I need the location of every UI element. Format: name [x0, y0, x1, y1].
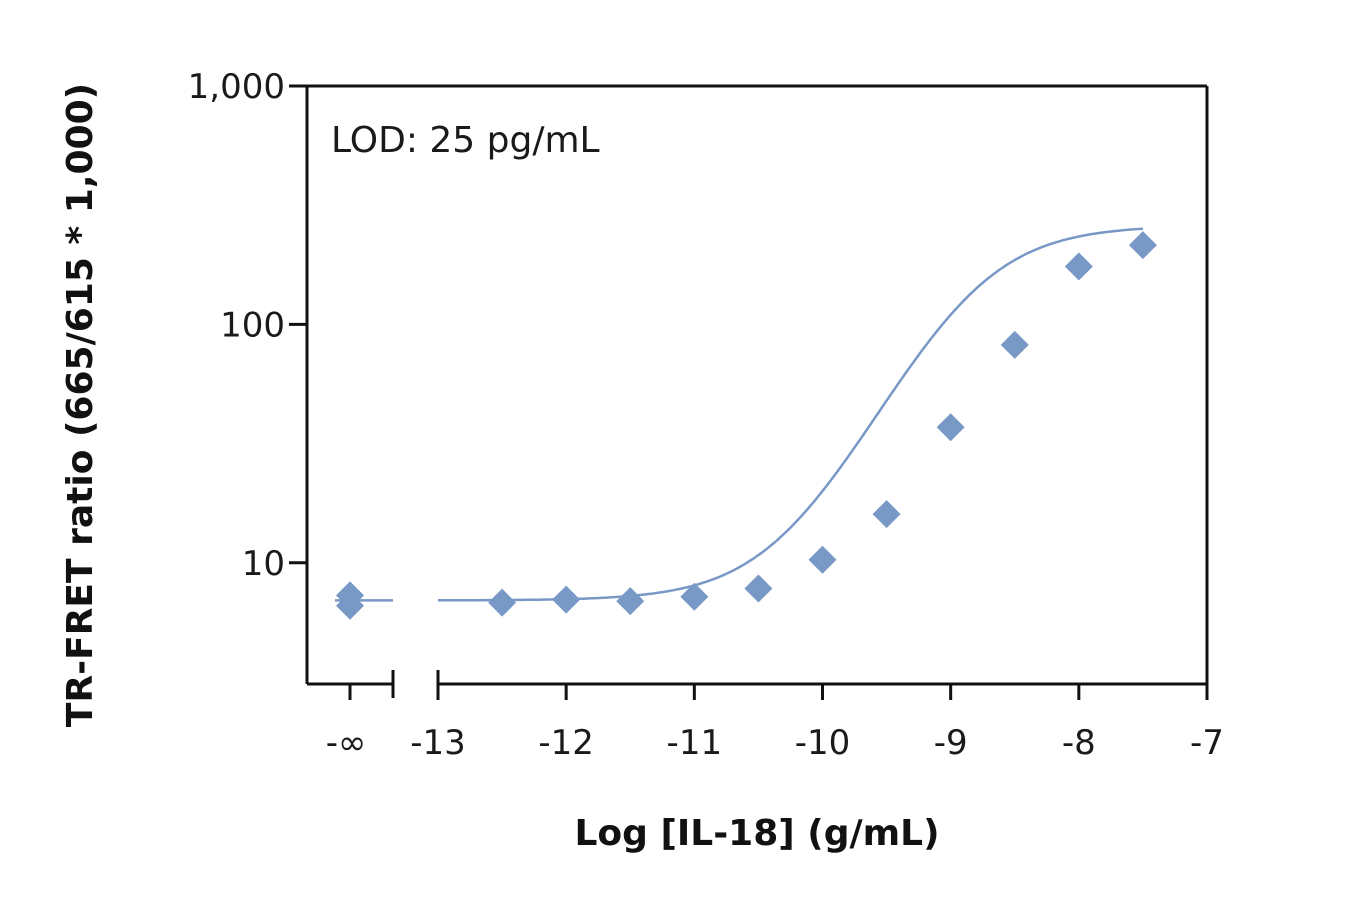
x-axis-title: Log [IL-18] (g/mL) — [574, 813, 939, 854]
x-tick-label: -7 — [1190, 723, 1224, 763]
data-point — [808, 545, 837, 574]
data-point — [1128, 231, 1157, 260]
x-tick-label: -9 — [934, 723, 968, 763]
x-tick-label: -12 — [538, 723, 594, 763]
data-point — [488, 588, 517, 617]
data-point — [872, 500, 901, 529]
zero-dose-point — [336, 591, 364, 620]
x-tick-label: -10 — [795, 723, 851, 763]
y-tick-label: 100 — [220, 305, 285, 345]
fit-curve — [335, 227, 1143, 602]
data-point — [1064, 252, 1093, 281]
data-point — [552, 585, 581, 614]
data-point — [680, 582, 709, 611]
axes: 10 100 1,000 -13 -12 -11 -10 -9 -8 -7 -∞ — [188, 67, 1224, 763]
x-tick-label: -8 — [1062, 723, 1096, 763]
y-tick-label: 1,000 — [188, 67, 285, 107]
data-point — [744, 574, 773, 603]
lod-annotation: LOD: 25 pg/mL — [331, 120, 600, 161]
data-point — [1000, 330, 1029, 359]
plot-frame — [305, 84, 1209, 698]
x-tick-label: -13 — [410, 723, 466, 763]
x-tick-label-neg-infinity: -∞ — [326, 723, 367, 763]
data-point — [936, 413, 965, 442]
y-tick-label: 10 — [242, 544, 285, 584]
y-axis-title: TR-FRET ratio (665/615 * 1,000) — [60, 83, 101, 727]
data-points — [336, 231, 1157, 620]
fit-line — [438, 227, 1143, 602]
x-tick-label: -11 — [667, 723, 723, 763]
data-point — [616, 587, 645, 616]
